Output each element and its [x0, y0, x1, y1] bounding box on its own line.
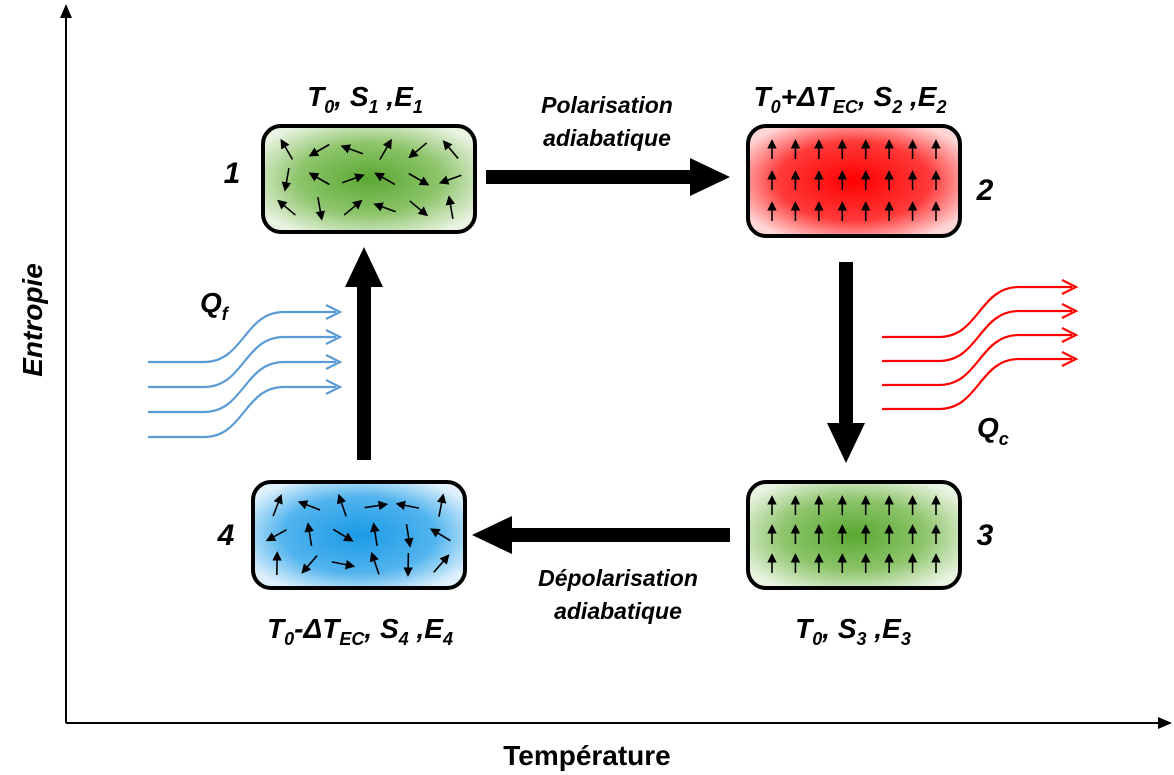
dipole-arrow: [373, 202, 397, 213]
dipole-arrow: [331, 559, 356, 570]
arrow-3-to-4: [472, 516, 730, 554]
dipole-arrow: [297, 500, 321, 511]
heat-flow-arrowhead: [325, 354, 343, 370]
x-axis-arrowhead: [1158, 717, 1172, 729]
state-4: 4 T0-ΔTEC, S4 ,E4: [217, 480, 467, 649]
dipole-arrow: [336, 493, 347, 517]
dipole-arrow: [409, 200, 429, 217]
dipole-arrow: [341, 173, 365, 184]
state-1-box: [261, 124, 477, 234]
dipole-arrow: [332, 528, 354, 542]
cold-heat-label: Qf: [200, 287, 230, 324]
state-4-number: 4: [217, 519, 235, 552]
dipole-arrow: [369, 551, 380, 575]
dipole-arrow: [433, 554, 450, 573]
dipole-arrow: [265, 528, 288, 542]
arrow-2-to-3: [827, 262, 865, 463]
state-2-box: [746, 124, 962, 238]
dipole-arrow: [301, 555, 318, 574]
heat-flow-arrowhead: [325, 379, 343, 395]
heat-flow-arrowhead: [1061, 303, 1079, 319]
state-1-label: T0, S1 ,E1: [307, 81, 423, 117]
dipole-arrow: [442, 140, 459, 159]
dipole-arrow: [379, 138, 392, 160]
state-2-dipoles: [767, 139, 941, 221]
dipole-arrow: [281, 168, 292, 192]
dipole-arrow: [308, 172, 330, 186]
state-2-number: 2: [976, 174, 994, 207]
y-axis-arrowhead: [60, 4, 72, 18]
dipole-arrow: [315, 197, 326, 221]
dipole-arrow: [408, 142, 428, 159]
state-3-number: 3: [977, 519, 994, 552]
hot-heat-label: Qc: [977, 412, 1009, 449]
dipole-arrow: [364, 500, 389, 511]
state-4-box: [251, 480, 467, 590]
dipole-arrow: [272, 493, 283, 517]
dipole-arrow: [395, 500, 420, 511]
dipole-arrow: [429, 528, 451, 542]
dipole-arrow: [343, 199, 363, 216]
state-1-dipoles: [277, 138, 462, 221]
x-axis-title: Température: [503, 740, 671, 771]
cold-heat-flow-arrows: [148, 304, 343, 439]
heat-flow-line: [882, 333, 1072, 387]
state-2-label: T0+ΔTEC, S2 ,E2: [754, 81, 947, 117]
depolarisation-label-line1: Dépolarisation: [538, 565, 698, 591]
state-1-number: 1: [224, 157, 241, 190]
heat-flow-arrowhead: [325, 304, 343, 320]
dipole-arrow: [280, 138, 294, 160]
state-3-box: [746, 480, 962, 590]
dipole-arrow: [304, 522, 315, 546]
polarisation-label-line1: Polarisation: [541, 92, 673, 118]
dipole-arrow: [277, 199, 296, 216]
heat-flow-arrowhead: [1061, 351, 1079, 367]
state-4-dipoles: [265, 493, 451, 577]
polarisation-label-line2: adiabatique: [543, 125, 671, 151]
heat-flow-line: [882, 309, 1072, 363]
state-2: 2 T0+ΔTEC, S2 ,E2: [746, 81, 994, 238]
y-axis-title: Entropie: [17, 263, 48, 377]
dipole-arrow: [438, 174, 462, 185]
dipole-arrow: [308, 143, 330, 157]
state-3: 3 T0, S3 ,E3: [746, 480, 994, 649]
dipole-arrow: [403, 524, 414, 548]
heat-flow-arrowhead: [325, 329, 343, 345]
heat-flow-line: [148, 385, 336, 439]
state-1: 1 T0, S1 ,E1: [224, 81, 477, 234]
dipole-arrow: [374, 172, 396, 186]
state-3-dipoles: [767, 495, 941, 573]
dipole-arrow: [408, 172, 430, 186]
hot-heat-flow-arrows: [882, 279, 1079, 411]
dipole-arrow: [436, 493, 447, 517]
axes: Température Entropie: [17, 4, 1172, 771]
arrow-1-to-2: [486, 158, 730, 196]
heat-flow-line: [882, 285, 1072, 339]
heat-flow-line: [882, 357, 1072, 411]
heat-flow-line: [148, 335, 336, 389]
heat-flow-line: [148, 360, 336, 414]
heat-flow-arrowhead: [1061, 327, 1079, 343]
dipole-arrow: [445, 195, 456, 219]
heat-flow-arrowhead: [1061, 279, 1079, 295]
state-3-label: T0, S3 ,E3: [795, 613, 911, 649]
heat-flow-line: [148, 310, 336, 364]
dipole-arrow: [370, 522, 380, 546]
dipole-arrow: [340, 144, 364, 155]
depolarisation-label-line2: adiabatique: [554, 598, 682, 624]
arrow-4-to-1: [345, 247, 383, 460]
state-4-label: T0-ΔTEC, S4 ,E4: [267, 613, 453, 649]
